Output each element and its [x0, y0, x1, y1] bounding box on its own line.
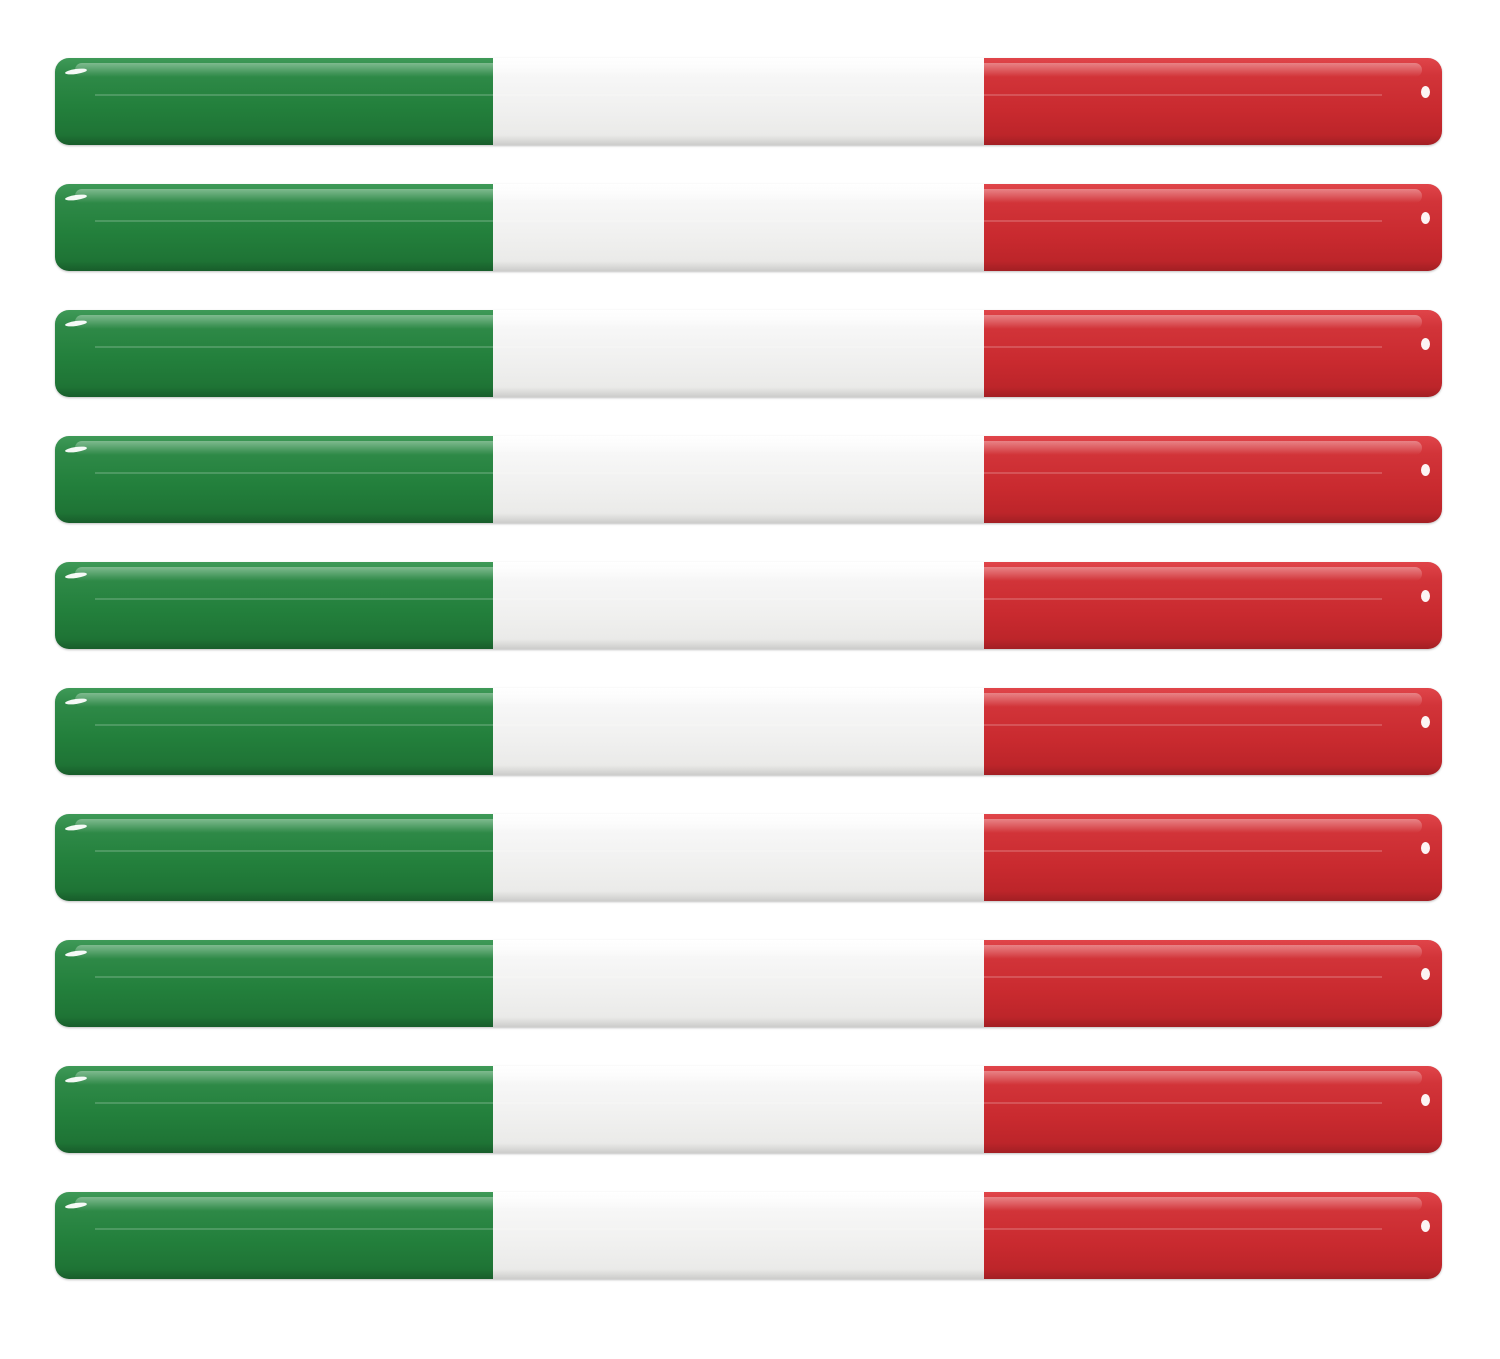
- flag-sticker: [55, 184, 1442, 271]
- glint-right-icon: [1421, 1094, 1430, 1106]
- flag-sticker: [55, 940, 1442, 1027]
- green-band: [55, 940, 493, 1027]
- flag-sticker: [55, 814, 1442, 901]
- glint-right-icon: [1421, 212, 1430, 224]
- flag-sticker: [55, 310, 1442, 397]
- green-band: [55, 184, 493, 271]
- red-band: [984, 940, 1442, 1027]
- green-band: [55, 1066, 493, 1153]
- glint-right-icon: [1421, 1220, 1430, 1232]
- red-band: [984, 814, 1442, 901]
- red-band: [984, 1192, 1442, 1279]
- green-band: [55, 688, 493, 775]
- green-band: [55, 562, 493, 649]
- green-band: [55, 1192, 493, 1279]
- glint-right-icon: [1421, 86, 1430, 98]
- red-band: [984, 1066, 1442, 1153]
- red-band: [984, 436, 1442, 523]
- red-band: [984, 688, 1442, 775]
- white-band: [493, 184, 984, 271]
- white-band: [493, 58, 984, 145]
- flag-sticker: [55, 688, 1442, 775]
- flag-sticker: [55, 1066, 1442, 1153]
- glint-right-icon: [1421, 464, 1430, 476]
- glint-right-icon: [1421, 590, 1430, 602]
- red-band: [984, 562, 1442, 649]
- glint-right-icon: [1421, 968, 1430, 980]
- red-band: [984, 184, 1442, 271]
- white-band: [493, 310, 984, 397]
- red-band: [984, 310, 1442, 397]
- glint-right-icon: [1421, 842, 1430, 854]
- white-band: [493, 1192, 984, 1279]
- flag-sticker: [55, 436, 1442, 523]
- white-band: [493, 814, 984, 901]
- red-band: [984, 58, 1442, 145]
- white-band: [493, 436, 984, 523]
- flag-sticker: [55, 58, 1442, 145]
- green-band: [55, 814, 493, 901]
- glint-right-icon: [1421, 338, 1430, 350]
- green-band: [55, 310, 493, 397]
- white-band: [493, 940, 984, 1027]
- sticker-sheet: [55, 58, 1442, 1279]
- white-band: [493, 1066, 984, 1153]
- white-band: [493, 562, 984, 649]
- white-band: [493, 688, 984, 775]
- flag-sticker: [55, 562, 1442, 649]
- green-band: [55, 58, 493, 145]
- glint-right-icon: [1421, 716, 1430, 728]
- green-band: [55, 436, 493, 523]
- flag-sticker: [55, 1192, 1442, 1279]
